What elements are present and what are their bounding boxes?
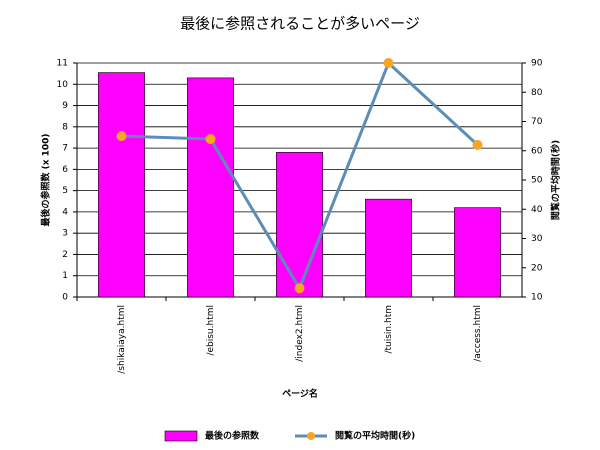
y-tick-label: 2: [62, 250, 68, 260]
y2-tick-label: 50: [531, 176, 543, 186]
marker: [383, 58, 394, 68]
y2-tick-label: 80: [531, 88, 543, 98]
y-tick-label: 7: [62, 144, 68, 154]
y-tick-label: 8: [62, 122, 68, 132]
marker: [205, 134, 216, 145]
y2-tick-label: 30: [531, 234, 543, 244]
bar: [365, 198, 412, 298]
y-tick-label: 0: [62, 293, 68, 303]
y2-tick-label: 20: [531, 263, 543, 273]
bar: [187, 77, 234, 298]
legend-label: 最後の参照数: [205, 430, 260, 442]
y2-tick-label: 40: [531, 205, 543, 215]
y2-tick-label: 60: [531, 146, 543, 156]
y-tick-label: 1: [62, 271, 68, 281]
x-tick-label: /tuisin.htm: [384, 305, 394, 354]
legend-swatch: [164, 430, 198, 442]
y-tick-label: 5: [62, 186, 68, 196]
y-tick-label: 11: [57, 59, 68, 69]
marker: [472, 139, 483, 150]
y-tick-label: 9: [62, 101, 68, 111]
y-tick-label: 3: [62, 229, 68, 239]
y-tick-label: 4: [62, 207, 68, 217]
y-axis-title: 最後の参照数 (x 100): [40, 133, 52, 226]
x-tick-label: /access.html: [473, 305, 483, 362]
legend-marker: [307, 432, 315, 440]
bar: [454, 207, 501, 298]
y2-tick-label: 70: [531, 117, 543, 127]
bar: [276, 152, 323, 298]
y2-tick-label: 10: [531, 293, 543, 303]
y-tick-label: 6: [62, 165, 68, 175]
y2-tick-label: 90: [531, 59, 543, 69]
bar: [98, 72, 145, 298]
x-axis-title: ページ名: [282, 388, 318, 400]
x-tick-label: /ebisu.html: [206, 305, 216, 356]
y-tick-label: 10: [57, 80, 69, 90]
marker: [294, 283, 305, 294]
legend-label: 閲覧の平均時間(秒): [335, 430, 415, 442]
y2-axis-title: 閲覧の平均時間(秒): [550, 140, 562, 220]
x-tick-label: /shikaiaya.html: [117, 305, 127, 374]
chart-title: 最後に参照されることが多いページ: [180, 15, 420, 33]
x-tick-label: /index2.html: [295, 305, 305, 362]
marker: [116, 131, 127, 142]
